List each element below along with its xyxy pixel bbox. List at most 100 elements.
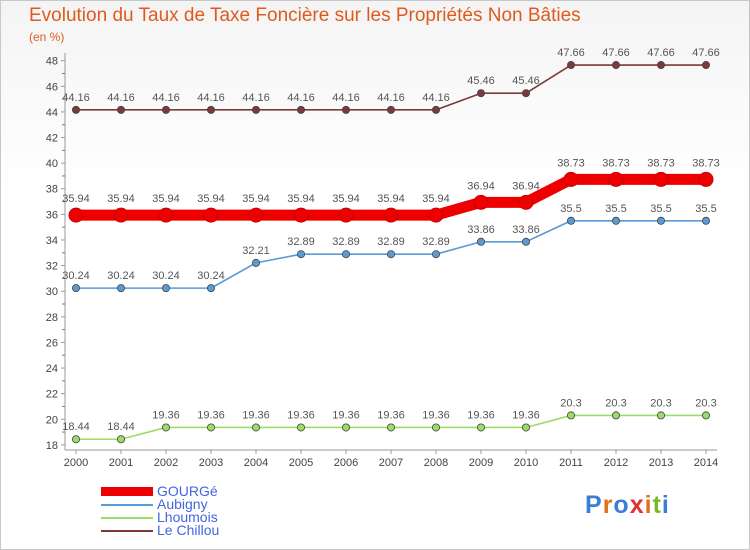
- data-point: [113, 207, 129, 223]
- legend-swatch: [101, 530, 153, 532]
- legend-label: Le Chillou: [157, 522, 220, 538]
- x-tick-label: 2010: [514, 457, 538, 469]
- data-point: [653, 171, 669, 187]
- data-point: [476, 237, 485, 246]
- data-point: [522, 423, 531, 432]
- x-tick-label: 2000: [64, 457, 88, 469]
- legend-swatch: [101, 517, 153, 519]
- data-point: [117, 435, 126, 444]
- x-tick-label: 2008: [424, 457, 448, 469]
- y-tick-label: 30: [46, 286, 58, 298]
- legend-label: Lhoumois: [157, 509, 218, 525]
- data-label: 36.94: [467, 180, 495, 192]
- data-label: 35.94: [62, 193, 90, 205]
- data-point: [702, 216, 711, 225]
- data-point: [476, 423, 485, 432]
- data-label: 38.73: [602, 157, 630, 169]
- data-label: 44.16: [377, 92, 405, 104]
- data-label: 47.66: [692, 47, 720, 59]
- data-label: 36.94: [512, 180, 540, 192]
- chart-subtitle: (en %): [29, 30, 65, 44]
- y-tick-label: 48: [46, 56, 58, 68]
- x-tick-label: 2001: [109, 457, 133, 469]
- y-tick-label: 46: [46, 81, 58, 93]
- y-tick-label: 32: [46, 261, 58, 273]
- data-point: [206, 105, 215, 114]
- data-label: 35.5: [650, 203, 671, 215]
- data-label: 44.16: [152, 92, 180, 104]
- data-point: [72, 435, 81, 444]
- data-point: [657, 61, 666, 70]
- data-label: 44.16: [197, 92, 225, 104]
- data-point: [296, 423, 305, 432]
- data-point: [206, 284, 215, 293]
- data-point: [296, 105, 305, 114]
- data-point: [68, 207, 84, 223]
- legend-label: GOURGé: [157, 483, 218, 499]
- data-point: [161, 284, 170, 293]
- data-label: 32.89: [332, 236, 360, 248]
- data-label: 20.3: [695, 397, 716, 409]
- x-tick-label: 2009: [469, 457, 493, 469]
- x-tick-label: 2013: [649, 457, 673, 469]
- logo-letter: P: [585, 491, 603, 519]
- data-label: 30.24: [152, 270, 180, 282]
- data-label: 44.16: [422, 92, 450, 104]
- data-point: [518, 194, 534, 210]
- data-point: [612, 61, 621, 70]
- data-label: 35.94: [242, 193, 270, 205]
- y-tick-label: 20: [46, 414, 58, 426]
- data-label: 35.94: [332, 193, 360, 205]
- x-tick-label: 2012: [604, 457, 628, 469]
- x-tick-label: 2005: [289, 457, 313, 469]
- data-point: [563, 171, 579, 187]
- y-tick-label: 26: [46, 337, 58, 349]
- y-tick-label: 38: [46, 184, 58, 196]
- data-point: [341, 105, 350, 114]
- data-label: 33.86: [467, 224, 495, 236]
- data-label: 30.24: [107, 270, 135, 282]
- data-label: 32.89: [287, 236, 315, 248]
- data-point: [428, 207, 444, 223]
- data-point: [612, 411, 621, 420]
- data-point: [296, 250, 305, 259]
- data-label: 19.36: [287, 409, 315, 421]
- logo-letter: t: [652, 491, 662, 519]
- data-label: 47.66: [557, 47, 585, 59]
- data-point: [72, 105, 81, 114]
- logo-letter: i: [644, 491, 653, 519]
- data-label: 35.5: [605, 203, 626, 215]
- data-label: 19.36: [467, 409, 495, 421]
- data-label: 44.16: [287, 92, 315, 104]
- data-point: [161, 105, 170, 114]
- data-label: 47.66: [647, 47, 675, 59]
- y-tick-label: 24: [46, 363, 58, 375]
- data-point: [341, 423, 350, 432]
- data-point: [567, 216, 576, 225]
- data-label: 35.94: [107, 193, 135, 205]
- data-point: [206, 423, 215, 432]
- data-point: [608, 171, 624, 187]
- data-label: 32.21: [242, 245, 270, 257]
- data-point: [158, 207, 174, 223]
- data-point: [248, 207, 264, 223]
- data-label: 18.44: [107, 421, 135, 433]
- data-point: [612, 216, 621, 225]
- data-label: 35.94: [287, 193, 315, 205]
- logo-letter: r: [602, 491, 614, 519]
- data-label: 30.24: [197, 270, 225, 282]
- data-point: [702, 61, 711, 70]
- data-label: 35.5: [695, 203, 716, 215]
- data-point: [657, 216, 666, 225]
- y-tick-label: 34: [46, 235, 58, 247]
- data-point: [161, 423, 170, 432]
- x-tick-label: 2007: [379, 457, 403, 469]
- y-tick-label: 40: [46, 158, 58, 170]
- legend-swatch: [101, 504, 153, 506]
- data-label: 35.94: [197, 193, 225, 205]
- data-point: [567, 411, 576, 420]
- y-tick-label: 42: [46, 133, 58, 145]
- logo-letter: o: [613, 491, 630, 519]
